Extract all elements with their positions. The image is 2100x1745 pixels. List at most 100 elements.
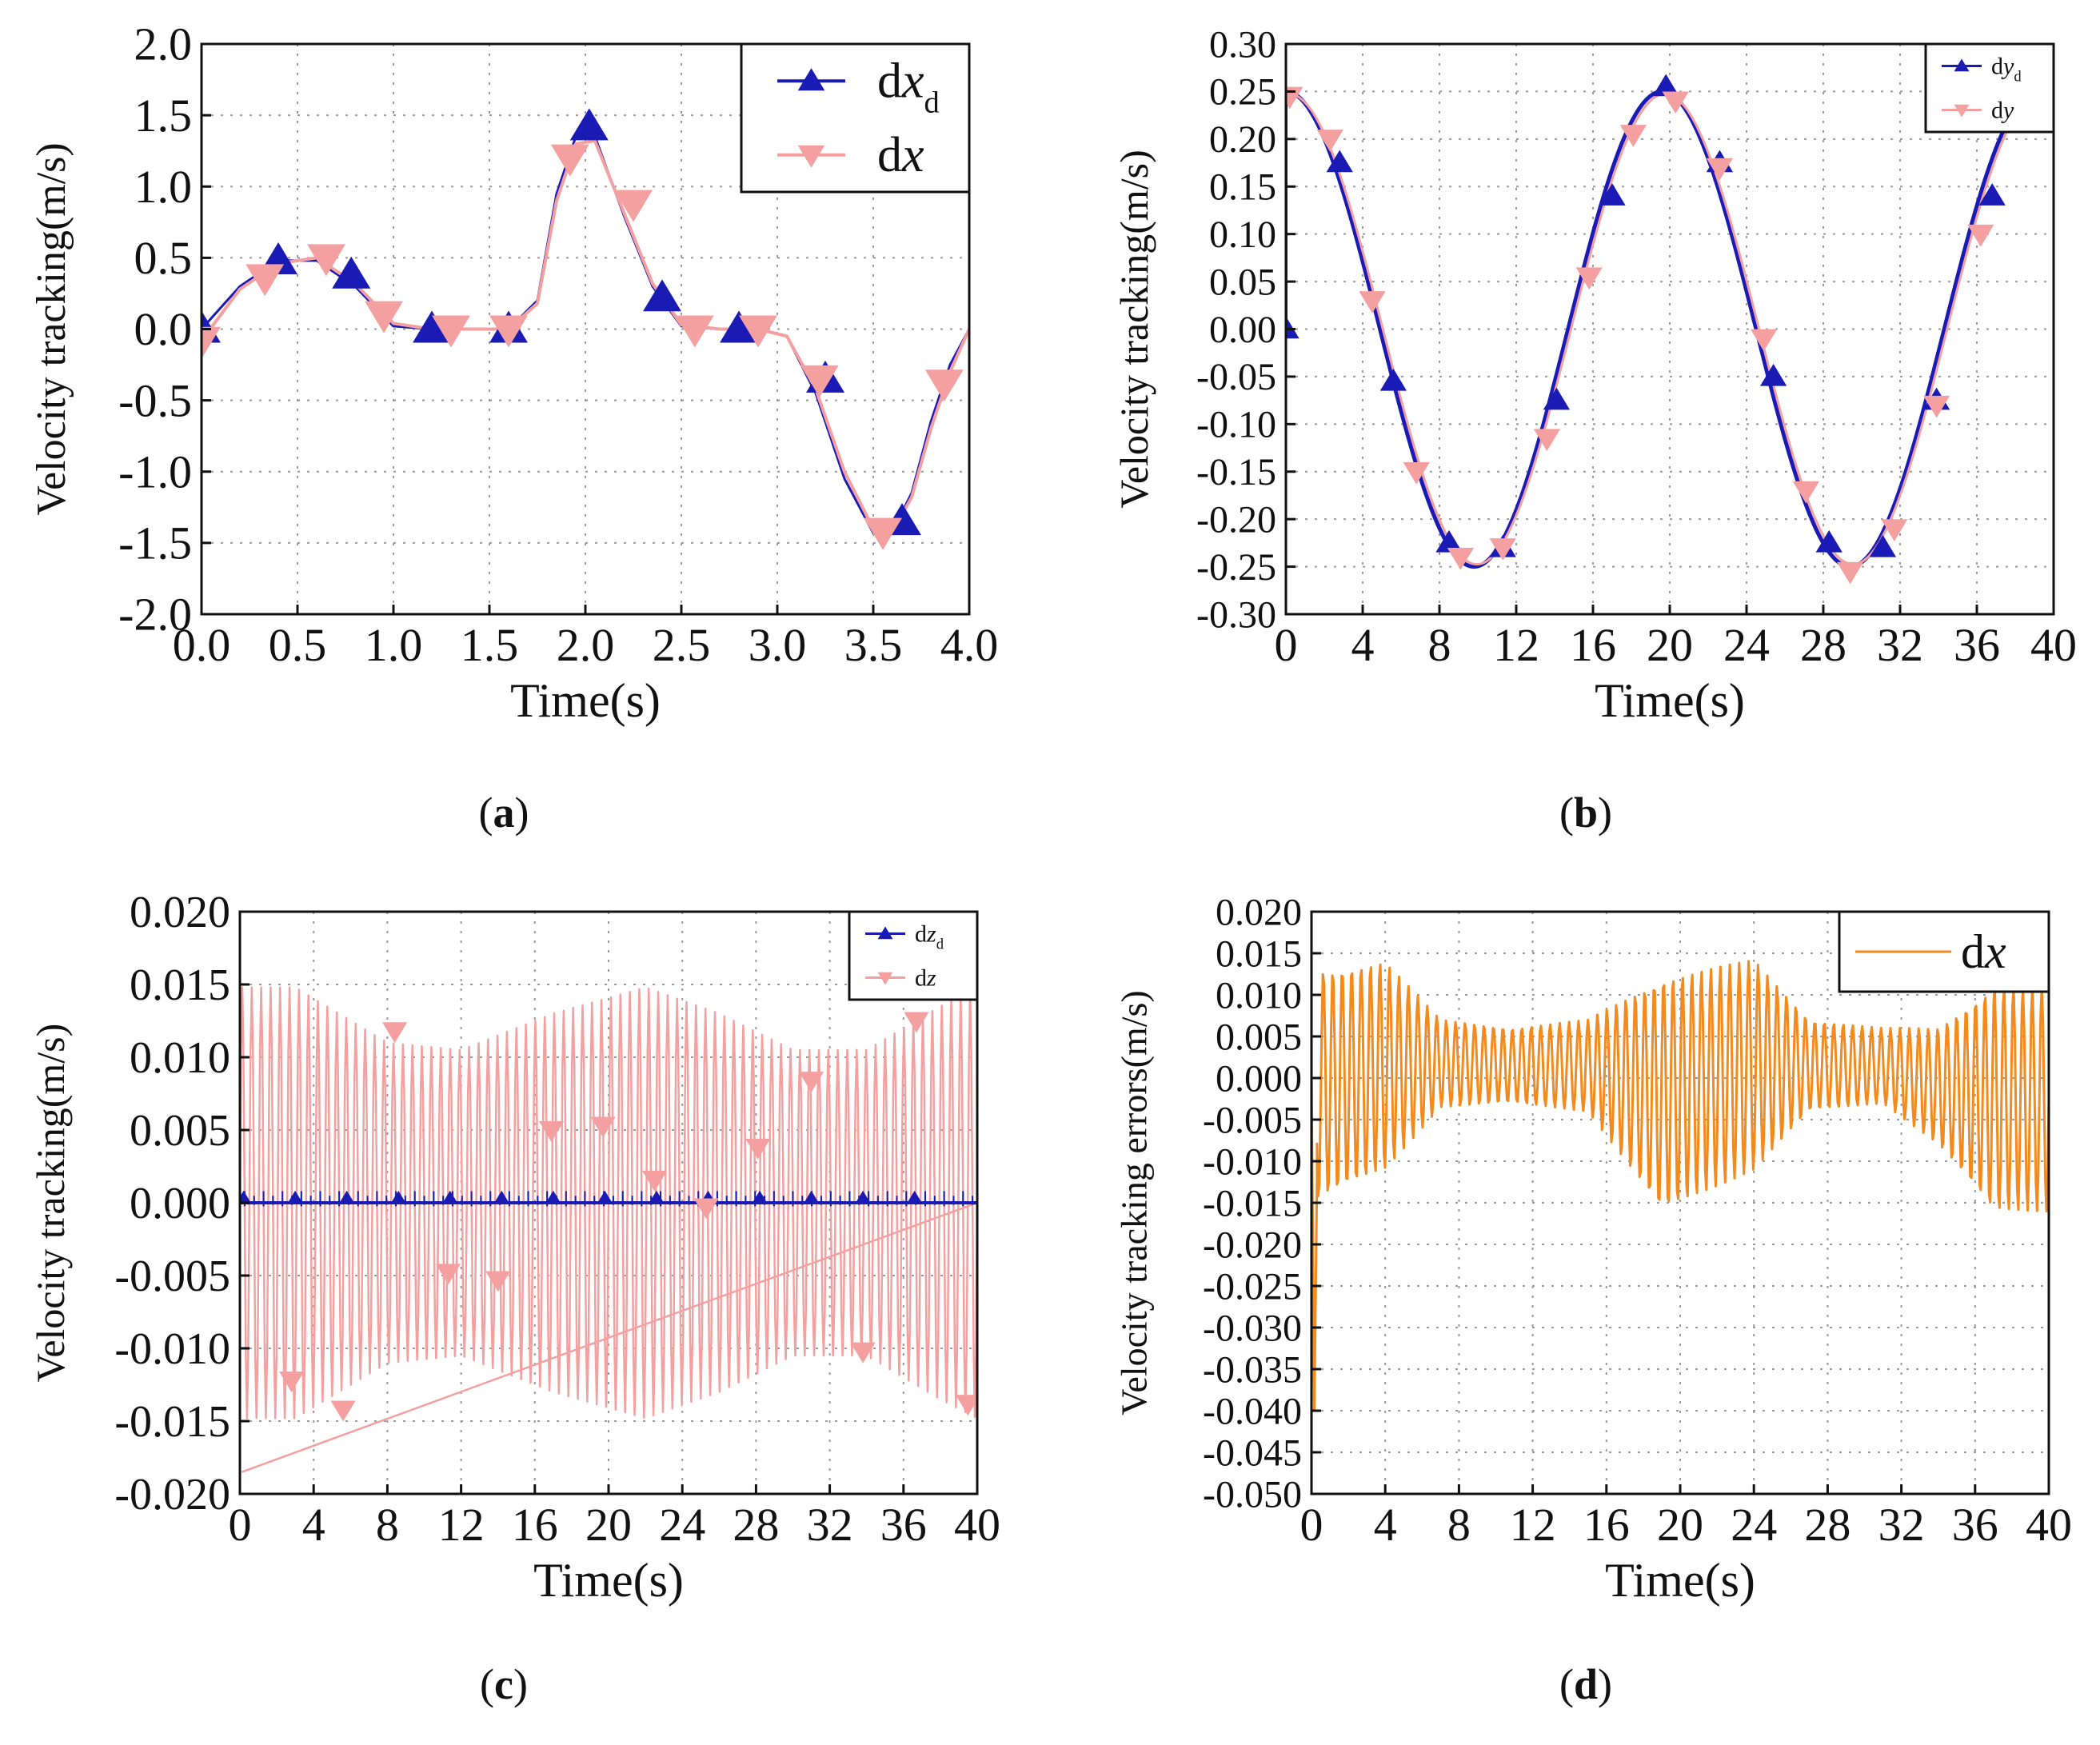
x-tick-label: 8 xyxy=(1428,619,1451,671)
y-tick-label: 0.020 xyxy=(130,888,230,937)
y-axis-label: Velocity tracking(m/s) xyxy=(1112,150,1156,509)
marker-dx xyxy=(675,315,714,348)
marker-dz xyxy=(330,1400,356,1422)
x-axis-label: Time(s) xyxy=(1605,1554,1755,1607)
marker-dzd xyxy=(340,1190,354,1202)
marker-dzd xyxy=(753,1190,767,1202)
y-tick-label: -0.20 xyxy=(1196,498,1276,541)
y-tick-label: -0.030 xyxy=(1203,1307,1302,1349)
axis-ticks: 0 4 8 12 16 20 24 28 32 36 40 0.30 0.250.20 0.15 0.10 0… xyxy=(1196,23,2077,671)
y-tick-label: -0.015 xyxy=(114,1397,230,1447)
y-tick-label: -0.30 xyxy=(1196,593,1276,636)
y-tick-label: -0.5 xyxy=(118,374,192,426)
marker-dz xyxy=(693,1198,719,1220)
marker-dx xyxy=(739,315,777,348)
y-axis-label: Velocity tracking(m/s) xyxy=(28,1024,73,1383)
x-tick-label: 24 xyxy=(1731,1499,1777,1551)
marker-dy xyxy=(1359,291,1386,313)
marker-dzd xyxy=(856,1190,870,1202)
plot-area xyxy=(240,986,977,1473)
marker-dzd xyxy=(391,1190,405,1202)
x-tick-label: 20 xyxy=(1657,1499,1703,1551)
x-tick-label: 28 xyxy=(1800,619,1846,671)
marker-dzd xyxy=(804,1190,818,1202)
marker-dz xyxy=(798,1072,824,1093)
x-tick-label: 8 xyxy=(376,1499,399,1551)
marker-dzd xyxy=(240,1190,251,1202)
legend-box xyxy=(1924,42,2055,134)
caption-d: (d) xyxy=(1559,1660,1612,1708)
x-tick-label: 1.5 xyxy=(461,619,519,671)
marker-dz xyxy=(590,1116,616,1138)
x-tick-label: 0 xyxy=(1300,1499,1323,1551)
y-tick-label: -0.010 xyxy=(114,1324,230,1374)
y-tick-label: -1.5 xyxy=(118,517,192,569)
legend-marker xyxy=(797,68,825,91)
plot-area xyxy=(1286,74,2054,585)
x-tick-label: 3.0 xyxy=(749,619,807,671)
x-axis-label: Time(s) xyxy=(1595,674,1745,727)
marker-dy xyxy=(1922,395,1950,418)
marker-dy xyxy=(1706,158,1734,181)
x-tick-label: 20 xyxy=(1647,619,1693,671)
marker-dzd xyxy=(443,1190,457,1202)
x-tick-label: 3.5 xyxy=(844,619,903,671)
gridlines xyxy=(1312,912,2049,1494)
caption-a: (a) xyxy=(478,789,529,837)
series-line-dxd xyxy=(202,135,969,534)
legend-label: dx xyxy=(877,128,924,182)
marker-dz xyxy=(642,1170,668,1192)
x-tick-label: 12 xyxy=(1493,619,1539,671)
y-axis-label: Velocity tracking errors(m/s) xyxy=(1113,990,1154,1415)
y-axis-label: Velocity tracking(m/s) xyxy=(29,142,74,515)
marker-dz xyxy=(538,1121,565,1142)
x-tick-label: 32 xyxy=(1877,619,1923,671)
y-tick-label: 0.05 xyxy=(1209,261,1276,303)
y-tick-label: 0.25 xyxy=(1209,71,1276,114)
y-tick-label: 0.0 xyxy=(134,303,193,355)
y-tick-label: -0.035 xyxy=(1203,1348,1302,1391)
marker-dx xyxy=(246,264,285,297)
marker-dyd xyxy=(1978,183,2006,206)
y-tick-label: 0.10 xyxy=(1209,214,1276,256)
legend-label: dxd xyxy=(877,54,940,120)
marker-dy xyxy=(1316,130,1343,152)
legend-label: dyd xyxy=(1991,53,2022,85)
x-tick-label: 12 xyxy=(1510,1499,1556,1551)
marker-dyd xyxy=(1435,529,1463,553)
x-tick-label: 16 xyxy=(1570,619,1616,671)
marker-dx xyxy=(800,365,839,397)
marker-dzd xyxy=(546,1190,561,1202)
marker-dy xyxy=(1967,224,1994,247)
axis-ticks: 0 4 8 12 16 20 24 28 32 36 40 0.020 0.015 0.010 0.005 0… xyxy=(114,888,1000,1551)
marker-dy xyxy=(1662,91,1689,114)
x-tick-label: 0 xyxy=(229,1499,252,1551)
chart-c: 0 4 8 12 16 20 24 28 32 36 40 0.020 0.015 0.010 0.005 0… xyxy=(28,888,1000,1607)
y-tick-label: 0.010 xyxy=(130,1033,230,1083)
legend: dxd dx xyxy=(740,42,971,194)
x-tick-label: 16 xyxy=(1583,1499,1630,1551)
caption-c: (c) xyxy=(480,1660,528,1708)
y-tick-label: -0.050 xyxy=(1203,1473,1302,1515)
y-tick-label: -0.25 xyxy=(1196,546,1276,589)
marker-dz xyxy=(955,1395,977,1416)
marker-dz xyxy=(745,1138,771,1160)
y-tick-label: -0.020 xyxy=(114,1470,230,1519)
marker-dy xyxy=(1575,267,1603,290)
y-tick-label: -0.005 xyxy=(1203,1099,1302,1141)
y-tick-label: 0.20 xyxy=(1209,118,1276,161)
y-tick-label: -0.05 xyxy=(1196,356,1276,398)
marker-dx xyxy=(550,144,589,177)
marker-dz xyxy=(485,1271,511,1292)
x-tick-label: 36 xyxy=(1952,1499,1998,1551)
legend: dx xyxy=(1838,910,2050,993)
y-tick-label: -0.005 xyxy=(114,1252,230,1301)
marker-dyd xyxy=(1815,529,1842,553)
y-tick-label: -1.0 xyxy=(118,445,192,497)
series-line-dz xyxy=(240,986,977,1473)
x-tick-label: 24 xyxy=(1723,619,1770,671)
marker-dx xyxy=(489,315,528,348)
y-tick-label: 0.015 xyxy=(130,960,230,1010)
y-tick-label: 0.5 xyxy=(134,232,193,284)
marker-dz xyxy=(382,1022,408,1044)
